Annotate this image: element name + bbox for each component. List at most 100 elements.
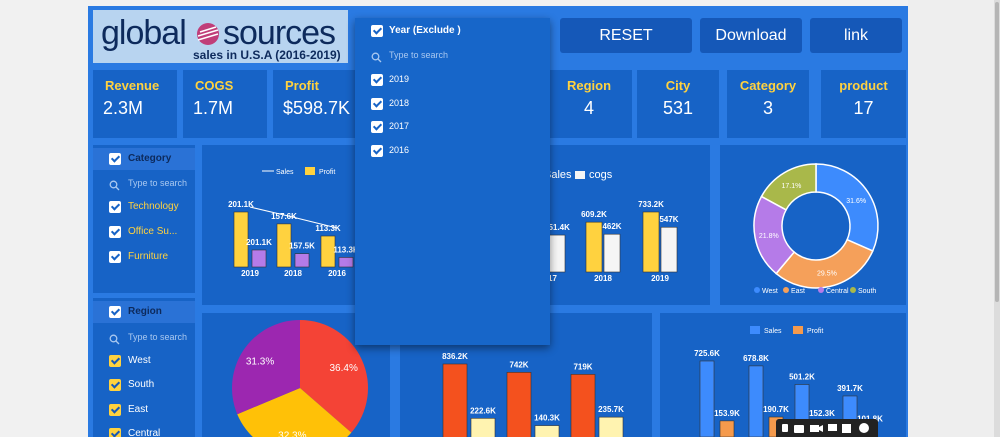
button[interactable]: RESET (560, 18, 692, 53)
checkbox[interactable] (371, 121, 383, 133)
checkbox[interactable] (371, 25, 383, 37)
data-label: 719K (573, 362, 592, 371)
filter-item[interactable]: Central (128, 428, 161, 437)
legend-swatch (850, 287, 856, 293)
x-tick-label: 2019 (651, 274, 669, 283)
bar (748, 365, 764, 437)
checkbox[interactable] (109, 379, 121, 391)
toolbar[interactable] (776, 419, 878, 437)
kpi-label: Revenue (105, 78, 160, 93)
chart: 31.6% 29.5% 21.8% 17.1% West East Central South (753, 163, 879, 295)
legend-label: South (858, 288, 876, 295)
x-tick-label: 2018 (594, 274, 612, 283)
bar (442, 363, 468, 437)
chart: 725.6K 678.8K 501.2K 391.7K 153.9K 190.7K 152.… (694, 326, 883, 437)
subtitle: sales in U.S.A (2016-2019) (193, 48, 341, 62)
dropdown-item[interactable]: 2017 (389, 121, 410, 131)
legend-swatch (750, 326, 760, 334)
kpi-value: 3 (762, 98, 773, 118)
data-label: 462K (602, 222, 621, 231)
checkbox[interactable] (109, 201, 121, 213)
legend-label: East (791, 288, 805, 295)
button[interactable]: Download (700, 18, 802, 53)
data-label: 113.3K (315, 224, 341, 233)
data-label: 29.5% (817, 271, 837, 278)
legend-swatch (818, 287, 824, 293)
checkbox[interactable] (371, 98, 383, 110)
checkbox[interactable] (109, 251, 121, 263)
kpi-label: Profit (285, 78, 319, 93)
bar (506, 372, 532, 437)
filter-title: Category (128, 153, 172, 164)
slice (232, 320, 300, 415)
checkbox[interactable] (109, 153, 121, 165)
data-label: 113.3K (333, 245, 359, 254)
kpi-label: Region (566, 78, 612, 93)
filter-item[interactable]: West (128, 355, 151, 366)
checkbox[interactable] (109, 226, 121, 238)
bar (598, 416, 624, 437)
scrollbar[interactable] (994, 0, 1000, 437)
slice (237, 388, 352, 437)
data-label: 609.2K (581, 210, 607, 219)
data-label: 17.1% (782, 183, 802, 190)
x-tick-label: 2018 (284, 269, 302, 278)
legend-swatch (793, 326, 803, 334)
bar (276, 223, 292, 268)
dropdown-item[interactable]: 2019 (389, 74, 410, 84)
kpi-label: product (839, 78, 888, 93)
x-tick-label: 2016 (328, 269, 346, 278)
kpi-value: 531 (662, 98, 694, 118)
search-box[interactable]: Type to search (128, 332, 188, 342)
filter-title: Region (128, 306, 162, 317)
filter-item[interactable]: South (128, 379, 155, 390)
legend-label: cogs (589, 169, 613, 181)
kpi-card: Profit $598.7K (273, 70, 357, 138)
data-label: 157.5K (289, 242, 315, 251)
filter-item[interactable]: Office Su... (128, 226, 178, 237)
year-dropdown[interactable]: Year (Exclude ) Type to search 2019 2018 201… (355, 18, 550, 345)
data-label: 140.3K (534, 414, 560, 423)
filter-item[interactable]: Furniture (128, 251, 169, 262)
legend-label: Profit (319, 169, 335, 176)
filter-item[interactable]: Technology (128, 201, 179, 212)
search-box[interactable]: Type to search (389, 50, 449, 60)
data-label: 547K (659, 215, 678, 224)
filter-header: Category (93, 148, 195, 170)
checkbox[interactable] (109, 428, 121, 437)
checkbox[interactable] (371, 145, 383, 157)
logo: global sources sales in U.S.A (2016-2019… (93, 10, 348, 63)
bar (233, 211, 249, 268)
checkbox[interactable] (371, 74, 383, 86)
search-icon (109, 332, 120, 345)
chart: 609.2K733.2K451.4K462K547K201720182019Sa… (530, 169, 679, 283)
search-icon (371, 50, 382, 63)
legend-label: Profit (807, 328, 823, 335)
search-box[interactable]: Type to search (128, 178, 188, 188)
button[interactable]: link (810, 18, 902, 53)
dropdown-item[interactable]: 2018 (389, 98, 410, 108)
dropdown-item[interactable]: 2016 (389, 145, 410, 155)
logo-mark (197, 23, 219, 45)
kpi-card: Category 3 (727, 70, 809, 138)
data-label: 36.4% (330, 363, 358, 374)
bar (251, 249, 267, 268)
data-label: 501.2K (789, 373, 815, 382)
legend-label: Sales (764, 328, 782, 335)
checkbox[interactable] (109, 355, 121, 367)
kpi-card: Region 4 (546, 70, 632, 138)
dropdown-title: Year (Exclude ) (389, 25, 461, 36)
toolbar-icons (782, 423, 869, 433)
data-label: 32.3% (278, 430, 306, 437)
data-label: 733.2K (638, 200, 664, 209)
kpi-value: 17 (853, 98, 874, 118)
checkbox[interactable] (109, 404, 121, 416)
checkbox[interactable] (109, 306, 121, 318)
data-label: 222.6K (470, 406, 496, 415)
legend-swatch (575, 171, 585, 179)
data-label: 836.2K (442, 352, 468, 361)
filter-item[interactable]: East (128, 404, 149, 415)
legend-label: West (762, 288, 778, 295)
